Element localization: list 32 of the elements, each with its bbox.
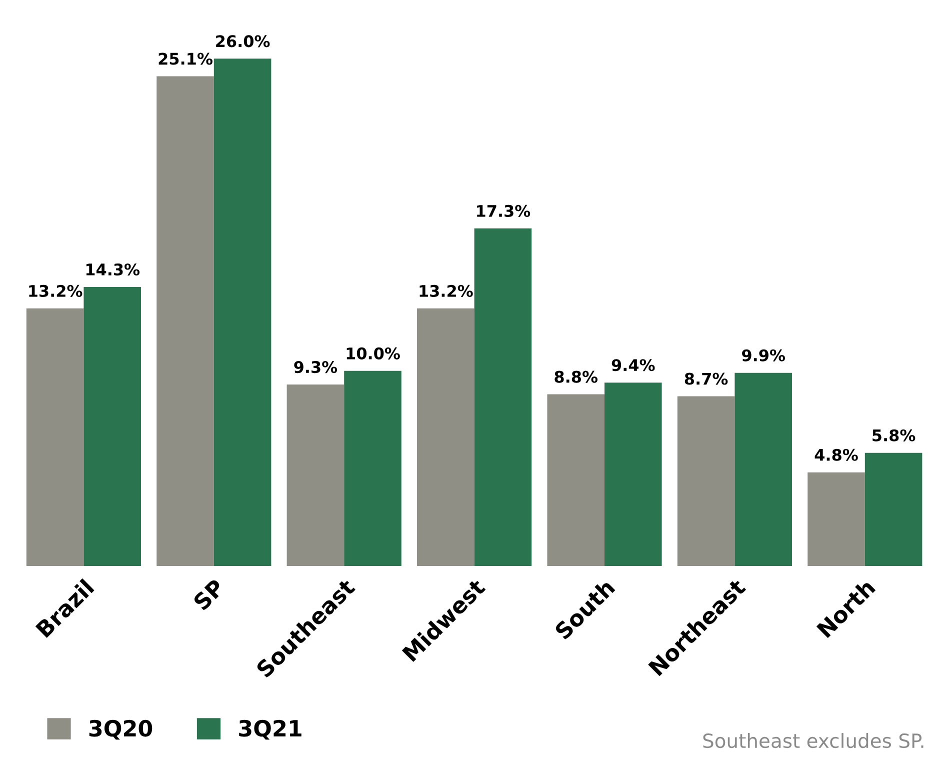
data-label: 9.9% [742,349,785,362]
data-label: 13.2% [29,284,82,298]
data-label: 10.0% [346,347,400,360]
bar [547,394,604,566]
bar [417,308,474,566]
bar [156,76,214,566]
data-label: 9.4% [612,359,655,372]
bar [84,286,141,566]
data-label: 17.3% [477,204,530,217]
data-label: 8.7% [684,372,728,385]
bar [286,384,344,566]
data-label: 14.3% [86,263,140,276]
bar [864,452,922,566]
legend-label: 3Q20 [89,720,152,740]
data-label: 26.0% [216,35,270,48]
data-label: 8.8% [554,370,598,383]
bar [26,308,84,566]
bar [214,58,272,566]
x-tick-label: SP [192,578,226,611]
bar [344,370,402,566]
text: Southeast excludes SP. [703,733,924,748]
bar [734,372,792,566]
bar [808,472,865,566]
data-label: 13.2% [420,284,473,298]
legend-label: 3Q21 [239,720,302,740]
bar [604,382,662,566]
data-label: 5.8% [872,429,916,442]
data-label: 25.1% [158,52,212,65]
bar [474,228,532,566]
bar [677,396,735,566]
data-label: 9.3% [294,361,338,374]
data-label: 4.8% [814,448,858,461]
